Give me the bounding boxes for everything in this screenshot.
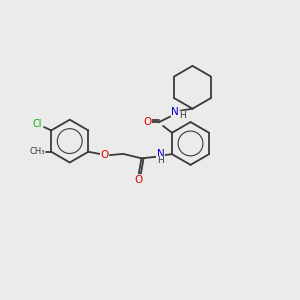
Text: N: N bbox=[157, 149, 164, 160]
Text: N: N bbox=[171, 107, 179, 117]
Text: H: H bbox=[157, 156, 164, 165]
Text: CH₃: CH₃ bbox=[29, 147, 45, 156]
Text: O: O bbox=[134, 175, 142, 185]
Text: O: O bbox=[100, 150, 109, 161]
Text: O: O bbox=[143, 117, 152, 128]
Text: H: H bbox=[179, 111, 185, 120]
Text: Cl: Cl bbox=[32, 118, 42, 128]
